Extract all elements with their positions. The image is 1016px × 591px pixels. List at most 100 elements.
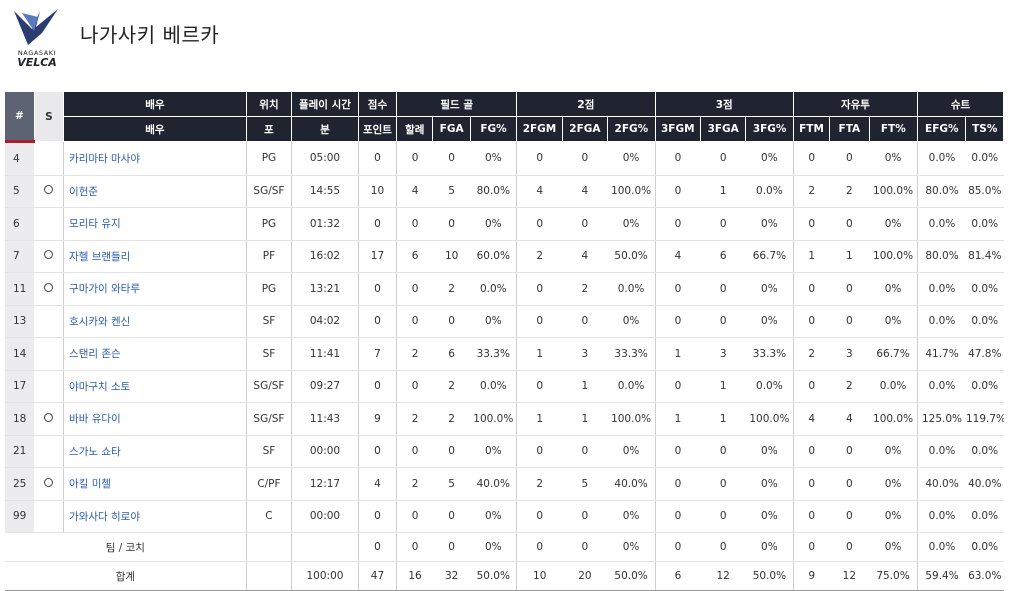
player-row: 21 스가노 쇼타 SF 00:00 0 0 0 0% 0 0 0% 0 0 0% 0 0 0% 0.0% 0.0% bbox=[5, 435, 1004, 468]
player-fta: 2 bbox=[829, 175, 870, 208]
player-three-a: 0 bbox=[700, 500, 746, 533]
player-header[interactable]: 배우 bbox=[63, 116, 247, 142]
starter-circle-icon bbox=[44, 282, 54, 292]
player-pts: 0 bbox=[358, 305, 398, 338]
player-fga: 5 bbox=[432, 467, 471, 501]
three-m-header[interactable]: 3FGM bbox=[655, 116, 701, 142]
three-p-header[interactable]: 3FG% bbox=[745, 116, 794, 142]
two-a-header[interactable]: 2FGA bbox=[562, 116, 609, 142]
num-header[interactable]: # bbox=[5, 92, 35, 143]
total-three-p: 50.0% bbox=[745, 561, 794, 591]
player-group-header[interactable]: 배우 bbox=[63, 92, 247, 117]
starter-mark bbox=[34, 141, 65, 176]
player-fgm: 0 bbox=[396, 272, 433, 306]
player-three-p: 0.0% bbox=[745, 370, 794, 403]
player-name[interactable]: 카리마타 마사야 bbox=[63, 141, 247, 176]
player-name[interactable]: 자헬 브랜들리 bbox=[63, 240, 247, 273]
player-ts: 0.0% bbox=[965, 500, 1004, 533]
player-two-m: 2 bbox=[516, 240, 563, 273]
player-min: 04:02 bbox=[291, 305, 359, 338]
two-group-header: 2점 bbox=[516, 92, 656, 117]
player-three-p: 0% bbox=[745, 467, 794, 501]
fgp-header[interactable]: FG% bbox=[470, 116, 518, 142]
fgm-header[interactable]: 할례 bbox=[396, 116, 434, 142]
ftm-header[interactable]: FTM bbox=[793, 116, 831, 142]
player-three-m: 0 bbox=[655, 207, 701, 241]
player-three-p: 0% bbox=[745, 207, 794, 241]
player-two-p: 100.0% bbox=[607, 175, 656, 208]
player-name[interactable]: 구마가이 와타루 bbox=[63, 272, 247, 306]
player-name[interactable]: 야마구치 소토 bbox=[63, 370, 247, 403]
player-ts: 0.0% bbox=[965, 435, 1004, 468]
player-three-m: 0 bbox=[655, 175, 701, 208]
player-name[interactable]: 아킬 미첼 bbox=[63, 467, 247, 501]
player-fgm: 0 bbox=[396, 141, 433, 176]
player-three-a: 1 bbox=[700, 370, 746, 403]
total-fgm: 16 bbox=[396, 561, 433, 591]
player-name[interactable]: 이헌준 bbox=[63, 175, 247, 208]
pos-group-header[interactable]: 위치 bbox=[246, 92, 293, 117]
total-ftm: 9 bbox=[793, 561, 830, 591]
player-three-a: 0 bbox=[700, 207, 746, 241]
player-three-p: 0% bbox=[745, 305, 794, 338]
pts-header[interactable]: 포인트 bbox=[358, 116, 398, 142]
player-pts: 17 bbox=[358, 240, 398, 273]
starter-mark bbox=[34, 305, 65, 338]
ts-header[interactable]: TS% bbox=[965, 116, 1004, 142]
player-fgp: 33.3% bbox=[470, 337, 518, 371]
player-name[interactable]: 스탠리 존슨 bbox=[63, 337, 247, 371]
player-fta: 0 bbox=[829, 305, 870, 338]
player-fgm: 0 bbox=[396, 207, 433, 241]
starter-mark bbox=[34, 337, 65, 371]
player-min: 09:27 bbox=[291, 370, 359, 403]
logo-text-top: NAGASAKI bbox=[18, 49, 56, 57]
player-two-m: 0 bbox=[516, 272, 563, 306]
pos-header[interactable]: 포 bbox=[246, 116, 293, 142]
ftp-header[interactable]: FT% bbox=[869, 116, 919, 142]
player-name[interactable]: 모리타 유지 bbox=[63, 207, 247, 241]
player-fta: 4 bbox=[829, 402, 870, 436]
team-two-p: 0% bbox=[607, 532, 656, 562]
player-three-a: 0 bbox=[700, 272, 746, 306]
fga-header[interactable]: FGA bbox=[432, 116, 471, 142]
player-ftp: 0% bbox=[869, 467, 919, 501]
player-row: 6 모리타 유지 PG 01:32 0 0 0 0% 0 0 0% 0 0 0% 0 0 0% 0.0% 0.0% bbox=[5, 207, 1004, 241]
player-name[interactable]: 스가노 쇼타 bbox=[63, 435, 247, 468]
player-ts: 85.0% bbox=[965, 175, 1004, 208]
player-fgp: 100.0% bbox=[470, 402, 518, 436]
player-name[interactable]: 바바 유다이 bbox=[63, 402, 247, 436]
player-efg: 80.0% bbox=[917, 240, 966, 273]
fta-header[interactable]: FTA bbox=[829, 116, 870, 142]
player-fgm: 2 bbox=[396, 467, 433, 501]
player-two-a: 4 bbox=[562, 175, 608, 208]
player-two-a: 5 bbox=[562, 467, 608, 501]
team-fga: 0 bbox=[432, 532, 471, 562]
min-header[interactable]: 분 bbox=[291, 116, 359, 142]
player-fgm: 6 bbox=[396, 240, 433, 273]
player-two-p: 0% bbox=[607, 207, 656, 241]
player-ts: 0.0% bbox=[965, 305, 1004, 338]
starter-mark bbox=[34, 207, 65, 241]
player-three-p: 0% bbox=[745, 435, 794, 468]
player-rows: 4 카리마타 마사야 PG 05:00 0 0 0 0% 0 0 0% 0 0 0% 0 0 0% 0.0% 0.0… bbox=[5, 141, 1004, 533]
player-ts: 40.0% bbox=[965, 467, 1004, 501]
player-two-m: 0 bbox=[516, 500, 563, 533]
player-fga: 0 bbox=[432, 305, 471, 338]
efg-header[interactable]: EFG% bbox=[917, 116, 967, 142]
player-min: 01:32 bbox=[291, 207, 359, 241]
two-p-header[interactable]: 2FG% bbox=[607, 116, 656, 142]
player-name[interactable]: 호시카와 켄신 bbox=[63, 305, 247, 338]
three-a-header[interactable]: 3FGA bbox=[700, 116, 747, 142]
player-pos: SG/SF bbox=[246, 370, 293, 403]
player-three-m: 4 bbox=[655, 240, 701, 273]
two-m-header[interactable]: 2FGM bbox=[516, 116, 563, 142]
pts-group-header[interactable]: 점수 bbox=[358, 92, 398, 117]
player-pos: PG bbox=[246, 141, 293, 176]
player-ftp: 0% bbox=[869, 272, 919, 306]
player-row: 25 아킬 미첼 C/PF 12:17 4 2 5 40.0% 2 5 40.0% 0 0 0% 0 0 0% 4… bbox=[5, 467, 1004, 501]
player-name[interactable]: 가와사다 히로야 bbox=[63, 500, 247, 533]
min-group-header[interactable]: 플레이 시간 bbox=[291, 92, 359, 117]
player-fga: 0 bbox=[432, 500, 471, 533]
starter-header[interactable]: S bbox=[34, 92, 65, 142]
player-fgp: 0% bbox=[470, 141, 518, 176]
